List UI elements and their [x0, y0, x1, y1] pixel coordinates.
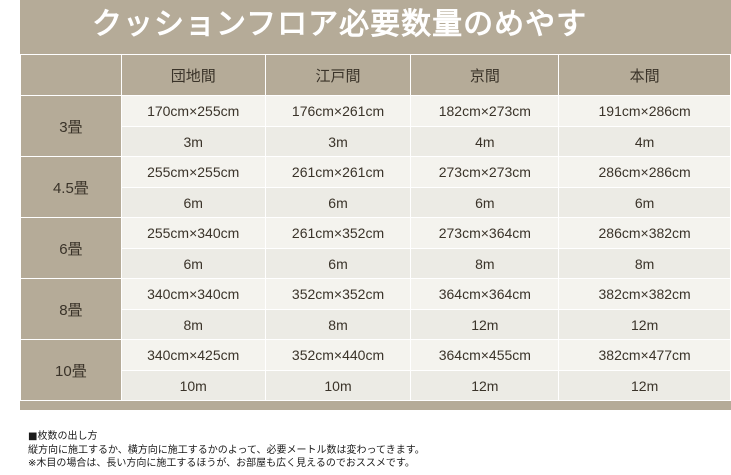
- dimension-cell: 255cm×340cm: [120, 217, 266, 249]
- dimension-cell: 261cm×261cm: [264, 156, 412, 188]
- room-size-cell: 4.5畳: [20, 156, 122, 218]
- notes-heading: ■枚数の出し方: [28, 431, 98, 442]
- length-cell: 6m: [120, 248, 266, 279]
- table-row: 3畳 170cm×255cm 176cm×261cm 182cm×273cm 1…: [20, 95, 731, 157]
- length-cell: 8m: [558, 248, 731, 279]
- length-cell: 12m: [558, 370, 731, 401]
- dimension-cell: 340cm×340cm: [120, 278, 266, 310]
- header-cell: 江戸間: [264, 54, 412, 96]
- header-cell: 京間: [410, 54, 560, 96]
- dimension-cell: 352cm×352cm: [264, 278, 412, 310]
- length-cell: 12m: [558, 309, 731, 340]
- length-cell: 3m: [264, 126, 412, 157]
- page-title: クッションフロア必要数量のめやす: [92, 7, 588, 42]
- length-cell: 6m: [410, 187, 560, 218]
- table-row: 10畳 340cm×425cm 352cm×440cm 364cm×455cm …: [20, 339, 731, 401]
- table-row: 10m 10m 12m 12m: [21, 370, 731, 401]
- table-row: 8m 8m 12m 12m: [21, 309, 731, 340]
- dimension-cell: 273cm×273cm: [410, 156, 560, 188]
- dimension-cell: 170cm×255cm: [120, 95, 266, 127]
- length-cell: 8m: [410, 248, 560, 279]
- dimension-cell: 364cm×455cm: [410, 339, 560, 371]
- dimension-cell: 273cm×364cm: [410, 217, 560, 249]
- dimension-cell: 382cm×382cm: [558, 278, 731, 310]
- header-row: 団地間 江戸間 京間 本間: [20, 54, 731, 96]
- notes-line: ※木目の場合は、長い方向に施工するほうが、お部屋も広く見えるのでおススメです。: [28, 458, 415, 469]
- quantity-table: 団地間 江戸間 京間 本間 3畳 170cm×255cm 176cm×261cm…: [20, 54, 731, 401]
- room-size-cell: 10畳: [20, 339, 122, 401]
- corner-cell: [20, 54, 122, 96]
- dimension-cell: 286cm×286cm: [558, 156, 731, 188]
- length-cell: 6m: [558, 187, 731, 218]
- length-cell: 10m: [264, 370, 412, 401]
- length-cell: 12m: [410, 309, 560, 340]
- dimension-cell: 261cm×352cm: [264, 217, 412, 249]
- dimension-cell: 382cm×477cm: [558, 339, 731, 371]
- length-cell: 6m: [120, 187, 266, 218]
- dimension-cell: 286cm×382cm: [558, 217, 731, 249]
- length-cell: 10m: [120, 370, 266, 401]
- length-cell: 4m: [558, 126, 731, 157]
- length-cell: 12m: [410, 370, 560, 401]
- table-row: 4.5畳 255cm×255cm 261cm×261cm 273cm×273cm…: [20, 156, 731, 218]
- header-cell: 本間: [558, 54, 731, 96]
- room-size-cell: 3畳: [20, 95, 122, 157]
- room-size-cell: 6畳: [20, 217, 122, 279]
- length-cell: 6m: [264, 248, 412, 279]
- length-cell: 8m: [120, 309, 266, 340]
- dimension-cell: 255cm×255cm: [120, 156, 266, 188]
- header-cell: 団地間: [120, 54, 266, 96]
- table-row: 6m 6m 6m 6m: [21, 187, 731, 218]
- dimension-cell: 352cm×440cm: [264, 339, 412, 371]
- dimension-cell: 191cm×286cm: [558, 95, 731, 127]
- title-band: [20, 0, 731, 50]
- room-size-cell: 8畳: [20, 278, 122, 340]
- length-cell: 4m: [410, 126, 560, 157]
- dimension-cell: 182cm×273cm: [410, 95, 560, 127]
- dimension-cell: 340cm×425cm: [120, 339, 266, 371]
- table-row: 8畳 340cm×340cm 352cm×352cm 364cm×364cm 3…: [20, 278, 731, 340]
- length-cell: 3m: [120, 126, 266, 157]
- table-row: 6畳 255cm×340cm 261cm×352cm 273cm×364cm 2…: [20, 217, 731, 279]
- length-cell: 6m: [264, 187, 412, 218]
- table-row: 3m 3m 4m 4m: [21, 126, 731, 157]
- dimension-cell: 364cm×364cm: [410, 278, 560, 310]
- length-cell: 8m: [264, 309, 412, 340]
- dimension-cell: 176cm×261cm: [264, 95, 412, 127]
- notes-line: 縦方向に施工するか、横方向に施工するかのよって、必要メートル数は変わってきます。: [28, 444, 425, 456]
- table-row: 6m 6m 8m 8m: [21, 248, 731, 279]
- notes: ■枚数の出し方 縦方向に施工するか、横方向に施工するかのよって、必要メートル数は…: [28, 430, 425, 471]
